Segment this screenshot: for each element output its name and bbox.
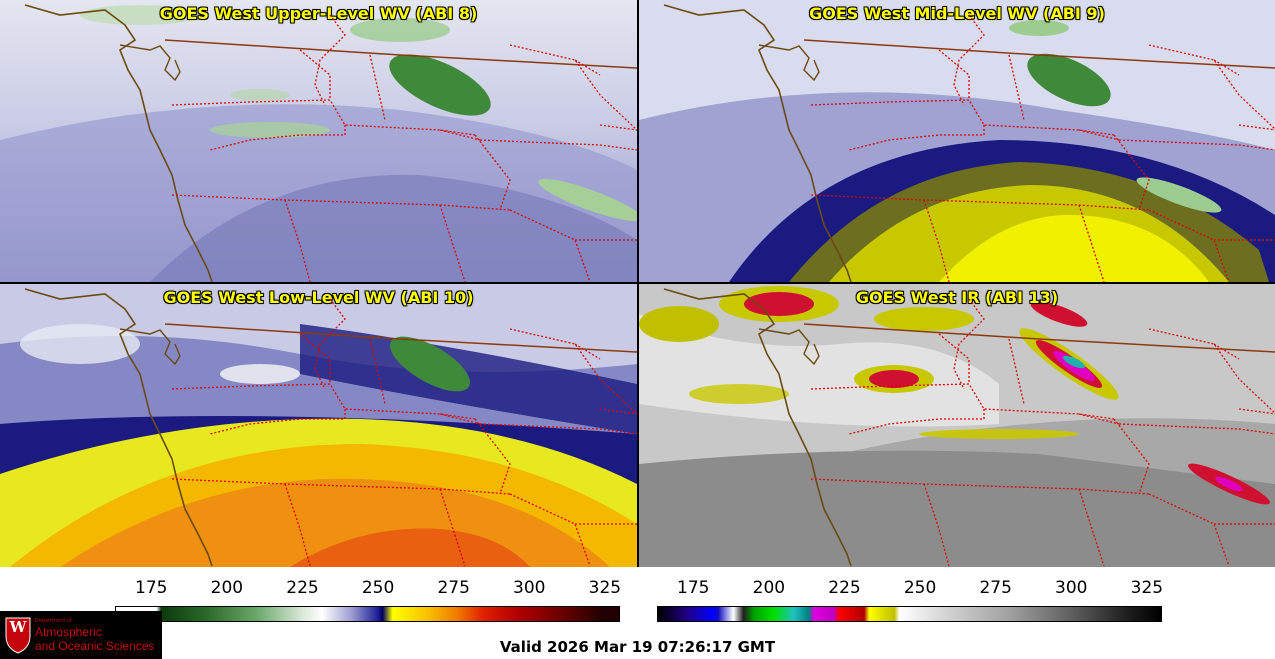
ir-colorbar-ticks: 175 200 225 250 275 300 325: [657, 578, 1164, 602]
aos-logo: Department of Atmospheric and Oceanic Sc…: [0, 611, 162, 659]
logo-department: Department of: [35, 618, 72, 624]
colorbar-tick-label: 200: [752, 578, 786, 598]
mid-level-wv-image: [639, 0, 1275, 282]
ir-colorbar-gradient: [657, 606, 1162, 622]
colorbar-tick-label: 225: [828, 578, 861, 598]
colorbar-tick-label: 175: [677, 578, 710, 598]
low-level-wv-image: [0, 284, 637, 567]
wv-colorbar-gradient: [115, 606, 620, 622]
infrared-panel: GOES West IR (ABI 13): [639, 284, 1275, 567]
colorbar-tick-label: 300: [1055, 578, 1088, 598]
colorbar-tick-label: 225: [286, 578, 319, 598]
low-level-wv-panel: GOES West Low-Level WV (ABI 10): [0, 284, 637, 567]
logo-atmospheric: Atmospheric: [35, 625, 102, 639]
ir-colorbar: 175 200 225 250 275 300 325: [657, 578, 1164, 626]
mid-level-wv-panel: GOES West Mid-Level WV (ABI 9): [639, 0, 1275, 282]
colorbar-tick-label: 175: [135, 578, 168, 598]
panel-title: GOES West Upper-Level WV (ABI 8): [159, 4, 478, 23]
upper-level-wv-image: [0, 0, 637, 282]
infrared-image: [639, 284, 1275, 567]
colorbar-tick-label: 250: [361, 578, 395, 598]
logo-letter: W: [9, 618, 27, 636]
panel-title: GOES West Low-Level WV (ABI 10): [163, 288, 474, 307]
colorbar-tick-label: 275: [979, 578, 1012, 598]
colorbar-tick-label: 275: [437, 578, 470, 598]
wv-colorbar-ticks: 175 200 225 250 275 300 325: [115, 578, 622, 602]
upper-level-wv-panel: GOES West Upper-Level WV (ABI 8): [0, 0, 637, 282]
logo-oceanic: and Oceanic Sciences: [35, 639, 155, 653]
valid-time: Valid 2026 Mar 19 07:26:17 GMT: [499, 638, 776, 656]
wv-colorbar: 175 200 225 250 275 300 325: [115, 578, 622, 626]
colorbar-tick-label: 325: [588, 578, 622, 598]
panel-title: GOES West Mid-Level WV (ABI 9): [809, 4, 1105, 23]
uw-crest-icon: [5, 617, 31, 654]
colorbar-tick-label: 300: [513, 578, 546, 598]
panel-title: GOES West IR (ABI 13): [855, 288, 1059, 307]
colorbar-tick-label: 250: [903, 578, 937, 598]
colorbar-tick-label: 200: [210, 578, 244, 598]
colorbar-tick-label: 325: [1130, 578, 1164, 598]
panel-divider-horizontal: [0, 282, 1275, 284]
